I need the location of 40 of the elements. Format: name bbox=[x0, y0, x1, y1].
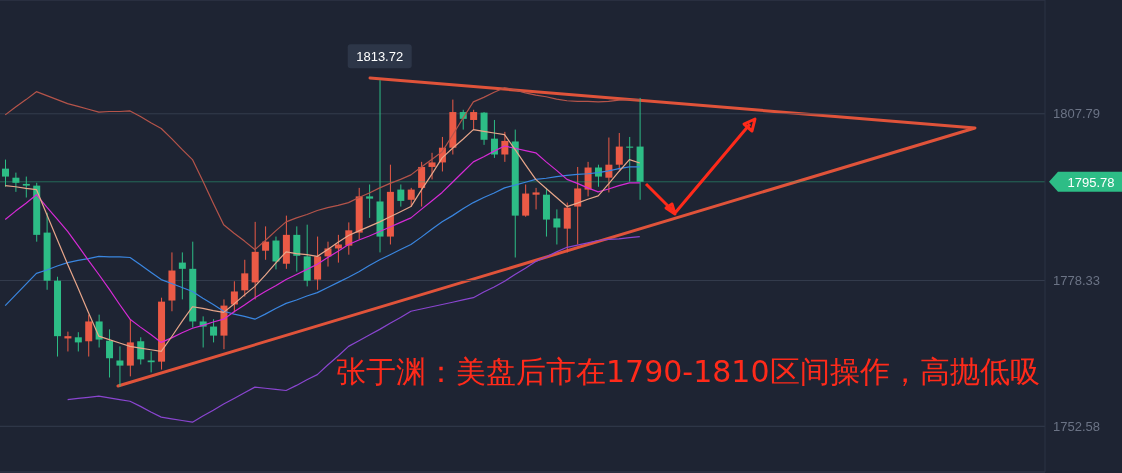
candlestick bbox=[178, 251, 186, 300]
candlestick bbox=[428, 152, 436, 180]
candlestick bbox=[106, 328, 114, 378]
annotation: 张于渊：美盘后市在1790-1810区间操作，高抛低吸 bbox=[336, 353, 1040, 391]
candlestick bbox=[522, 184, 530, 218]
candlestick bbox=[22, 176, 30, 199]
candlestick bbox=[12, 172, 20, 193]
candlestick bbox=[85, 314, 93, 358]
candlestick bbox=[563, 202, 571, 253]
candlestick bbox=[95, 314, 103, 348]
y-tick-label: 1778.33 bbox=[1053, 273, 1100, 289]
candlestick bbox=[574, 166, 582, 245]
ref-line-label: 1795.78 bbox=[1067, 174, 1115, 190]
candlestick bbox=[553, 208, 561, 245]
annotation: 1813.72 bbox=[356, 49, 404, 65]
candlestick bbox=[366, 184, 374, 219]
candlestick bbox=[2, 159, 9, 188]
candlestick bbox=[262, 225, 270, 261]
candlestick bbox=[230, 280, 238, 313]
candlestick bbox=[126, 318, 134, 377]
candlestick bbox=[210, 318, 218, 343]
y-tick-label: 1807.79 bbox=[1053, 106, 1100, 122]
candlestick bbox=[501, 131, 509, 163]
candlestick bbox=[532, 187, 540, 210]
candlestick bbox=[314, 236, 322, 291]
candlestick bbox=[293, 225, 301, 273]
y-tick-label: 1752.58 bbox=[1053, 418, 1100, 434]
candlestick bbox=[397, 184, 405, 208]
candlestick bbox=[241, 259, 249, 298]
candlestick bbox=[615, 132, 623, 171]
candlestick bbox=[418, 161, 426, 208]
candlestick bbox=[137, 336, 145, 365]
line-series bbox=[4, 87, 641, 251]
candlestick bbox=[490, 119, 498, 159]
candlestick bbox=[272, 236, 280, 270]
candlestick bbox=[116, 345, 124, 388]
candlestick bbox=[334, 234, 342, 264]
candlestick bbox=[470, 109, 478, 131]
candlestick bbox=[605, 137, 613, 193]
candlestick bbox=[74, 331, 82, 352]
